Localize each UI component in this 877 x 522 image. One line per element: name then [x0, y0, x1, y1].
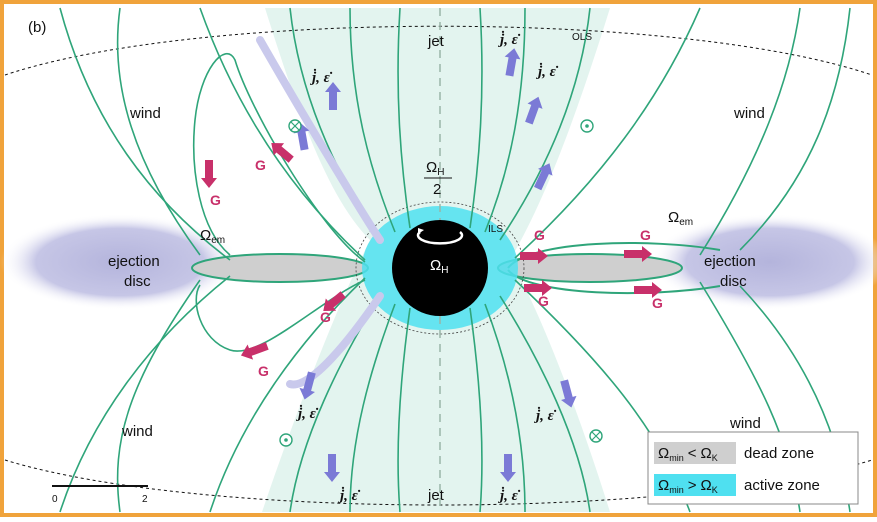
ejection-disc-halo-right — [650, 214, 877, 310]
omega-h-half-denominator: 2 — [433, 181, 441, 198]
torque-label-7: G — [538, 293, 549, 309]
torque-arrows — [201, 143, 662, 360]
black-hole — [392, 220, 488, 316]
spin-arrow-head — [418, 228, 424, 234]
ejection-disc-halo-left — [0, 214, 240, 310]
legend-dead-text: dead zone — [744, 445, 814, 462]
jet-label-top: jet — [427, 33, 445, 50]
torque-label-4: G — [258, 363, 269, 379]
flux-label-3: j̇, ε̇ — [536, 62, 559, 80]
ils-label: ILS — [488, 224, 503, 235]
spin-arrow — [416, 231, 464, 245]
ejection-disc-label-left-2: disc — [124, 273, 151, 290]
scale-bar-start: 0 — [52, 494, 58, 505]
current-sheet-bottom — [286, 292, 384, 389]
wind-label-bottom-right: wind — [729, 415, 761, 432]
torque-label-6: G — [640, 227, 651, 243]
panel-label: (b) — [28, 19, 46, 36]
torque-label-8: G — [652, 295, 663, 311]
omega-em-label-right: Ωem — [668, 209, 693, 228]
legend-active-swatch — [654, 474, 736, 496]
flux-label-1: j̇, ε̇ — [310, 68, 333, 86]
ols-label: OLS — [572, 32, 592, 43]
current-sheet-top — [256, 36, 384, 244]
ejection-disc-label-right-1: ejection — [704, 253, 756, 270]
jet-label-bottom: jet — [427, 487, 445, 504]
flux-arrows — [293, 48, 577, 482]
legend-active-expr: Ωmin > ΩK — [658, 477, 718, 495]
scale-bar-end: 2 — [142, 494, 148, 505]
field-direction-markers — [279, 119, 603, 447]
torque-label-3: G — [320, 309, 331, 325]
omega-h-half-numerator: ΩH — [426, 159, 444, 178]
legend: Ωmin < ΩK dead zone Ωmin > ΩK active zone — [647, 431, 859, 505]
ejection-disc-label-left-1: ejection — [108, 253, 160, 270]
torque-label-1: G — [210, 192, 221, 208]
legend-dead-expr: Ωmin < ΩK — [658, 445, 718, 463]
flux-label-5: j̇, ε̇ — [534, 406, 557, 424]
flux-label-2: j̇, ε̇ — [498, 30, 521, 48]
wind-label-top-left: wind — [129, 105, 161, 122]
legend-dead-swatch — [654, 442, 736, 464]
dead-zone-disc-left — [191, 253, 369, 283]
disc-loop-bottom-right — [507, 269, 721, 295]
omega-h-label: ΩH — [430, 257, 448, 276]
wind-label-bottom-left: wind — [121, 423, 153, 440]
wind-label-top-right: wind — [733, 105, 765, 122]
flux-label-4: j̇, ε̇ — [296, 404, 319, 422]
flux-label-6: j̇, ε̇ — [338, 486, 361, 504]
ils-boundary — [355, 201, 525, 335]
torque-label-5: G — [534, 227, 545, 243]
flux-label-7: j̇, ε̇ — [498, 486, 521, 504]
ejection-disc-label-right-2: disc — [720, 273, 747, 290]
omega-em-label-left: Ωem — [200, 227, 225, 246]
torque-label-2: G — [255, 157, 266, 173]
legend-active-text: active zone — [744, 477, 820, 494]
